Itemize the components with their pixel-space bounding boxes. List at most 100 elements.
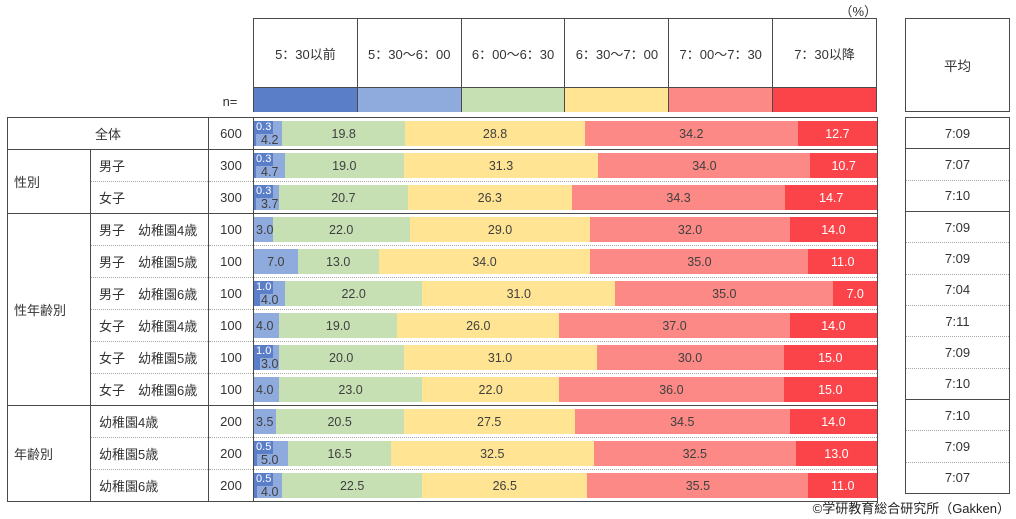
table-row: 男子 幼稚園5歳 100 7.0 13.0 34.0 35.0 11.0	[8, 245, 878, 278]
time-range-header-cell: 5：30以前	[275, 46, 336, 62]
bar-value: 20.5	[327, 414, 352, 429]
stacked-bar: 22.0 29.0 32.0 14.0	[254, 217, 877, 242]
table-row: 女子 幼稚園6歳 100 4.0 23.0 22.0 36.0 15.0	[8, 373, 878, 406]
row-label: 幼稚園4歳	[90, 405, 210, 438]
n-value: 300	[208, 181, 255, 214]
n-value: 100	[208, 309, 255, 342]
bar-segment: 32.5	[391, 441, 594, 466]
bar-segment: 26.0	[397, 313, 560, 338]
bar-segment: 36.0	[559, 377, 784, 402]
average-value: 7:07	[905, 148, 1010, 181]
n-value: 200	[208, 405, 255, 438]
bar-segment: 29.0	[409, 217, 591, 242]
average-value: 7:07	[905, 461, 1010, 494]
copyright-credit: ©学研教育総合研究所（Gakken）	[812, 501, 1010, 516]
bar-value: 23.0	[338, 382, 363, 397]
average-table: 7:09 7:07 7:10 7:09 7:09 7:04 7:11 7:09 7:10 7:10…	[905, 117, 1010, 494]
row-label: 幼稚園6歳	[90, 469, 210, 502]
bar-row: 0.5 4.0 22.5 26.5 35.5 11.0	[254, 473, 877, 499]
bar-segment: 11.0	[808, 249, 877, 274]
n-value: 300	[208, 149, 255, 182]
bar-value: 14.0	[821, 222, 846, 237]
bar-row: 4.0 19.0 26.0 37.0 14.0	[254, 313, 877, 338]
bar-value: 26.3	[477, 190, 502, 205]
bar-value: 10.7	[831, 158, 856, 173]
bar-value: 13.0	[824, 446, 849, 461]
bar-value: 27.5	[477, 414, 502, 429]
bar-value: 11.0	[831, 478, 855, 493]
stacked-bar: 22.0 31.0 35.0 7.0	[254, 281, 877, 306]
bars-cell: 3.0 22.0 29.0 32.0 14.0	[253, 213, 878, 246]
n-value: 100	[208, 373, 255, 406]
average-value: 7:10	[905, 367, 1010, 400]
bar-segment	[254, 409, 276, 434]
bar-value: 12.7	[825, 126, 850, 141]
bar-segment: 35.0	[590, 249, 809, 274]
bar-segment: 16.5	[288, 441, 392, 466]
bar-value: 32.5	[682, 446, 707, 461]
bar-segment: 19.0	[278, 313, 398, 338]
stacked-bar: 20.7 26.3 34.3 14.7	[254, 185, 877, 210]
table-row: 性別 男子 300 0.3 4.7 19.0 31.3 34.0 10.7	[7, 149, 878, 214]
bar-value: 31.0	[487, 350, 513, 365]
bars-cell: 0.3 4.2 19.8 28.8 34.2 12.7	[254, 118, 878, 150]
average-value: 7:11	[905, 304, 1010, 337]
bar-segment: 34.2	[584, 121, 798, 146]
bar-value: 16.5	[327, 446, 352, 461]
bar-row: 3.0 22.0 29.0 32.0 14.0	[254, 217, 877, 242]
bar-segment: 13.0	[297, 249, 379, 274]
n-value: 100	[208, 213, 255, 246]
bar-segment: 34.0	[378, 249, 591, 274]
n-value: 200	[208, 469, 255, 502]
bar-segment: 7.0	[833, 281, 877, 306]
bar-segment: 32.0	[590, 217, 790, 242]
bar-value: 34.5	[670, 414, 695, 429]
time-range-header-cell: 6：00～6：30	[460, 19, 565, 87]
average-row: 7:04	[905, 273, 1010, 306]
bar-value: 13.0	[325, 254, 351, 269]
bars-cell: 3.5 20.5 27.5 34.5 14.0	[253, 405, 878, 438]
bar-value-small: 4.7	[261, 165, 279, 179]
bar-value: 14.0	[821, 414, 846, 429]
bar-value-small: 4.0	[261, 485, 279, 499]
row-label: 男子 幼稚園5歳	[90, 245, 210, 278]
bar-value: 7.0	[846, 286, 864, 301]
bar-segment	[254, 217, 273, 242]
bar-segment: 20.7	[278, 185, 408, 210]
bar-segment: 26.3	[407, 185, 572, 210]
bar-value: 28.8	[482, 126, 508, 141]
bar-segment: 19.8	[282, 121, 406, 146]
bars-cell: 4.0 23.0 22.0 36.0 15.0	[253, 373, 878, 406]
table-row: 女子 300 0.3 3.7 20.7 26.3 34.3 14.7	[8, 181, 878, 214]
n-value: 100	[208, 245, 255, 278]
bar-row: 3.5 20.5 27.5 34.5 14.0	[254, 409, 877, 434]
bars-cell: 1.0 3.0 20.0 31.0 30.0 15.0	[253, 341, 878, 374]
bar-value: 14.7	[819, 190, 844, 205]
bar-value-small: 3.0	[261, 357, 279, 371]
bar-value-small: 0.5	[254, 441, 274, 454]
bars-cell: 0.3 3.7 20.7 26.3 34.3 14.7	[253, 181, 878, 214]
bar-segment: 15.0	[783, 345, 877, 370]
n-value: 600	[208, 117, 255, 150]
legend-color-5	[772, 88, 876, 112]
average-value: 7:09	[944, 125, 971, 141]
n-equals-label: n=	[222, 94, 238, 109]
average-row: 7:09	[905, 336, 1010, 369]
bar-value-small: 3.5	[256, 414, 274, 429]
group-label: 性年齢別	[7, 213, 91, 406]
bar-segment: 13.0	[795, 441, 877, 466]
bar-value: 34.3	[666, 190, 691, 205]
group-label: 性別	[7, 149, 91, 214]
bar-segment: 28.8	[405, 121, 585, 146]
bar-value-small: 0.5	[254, 473, 274, 486]
bar-segment: 14.7	[785, 185, 877, 210]
time-range-header-row: 5：30以前 5：30～6：00 6：00～6：30 6：30～7：00 7：00～7：…	[253, 18, 877, 88]
bar-row: 0.3 4.2 19.8 28.8 34.2 12.7	[254, 121, 877, 147]
bar-value: 19.0	[332, 158, 357, 173]
time-range-header-cell: 5：30～6：00	[356, 19, 461, 87]
bar-row: 4.0 23.0 22.0 36.0 15.0	[254, 377, 877, 402]
group-label: 年齢別	[7, 405, 91, 502]
bar-segment: 37.0	[559, 313, 790, 338]
bar-value-small: 0.3	[254, 121, 274, 134]
average-row: 7:07	[905, 148, 1010, 181]
